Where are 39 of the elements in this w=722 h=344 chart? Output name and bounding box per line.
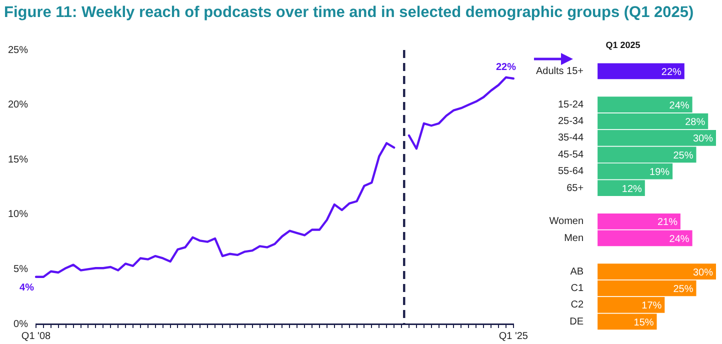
y-tick-label: 15%	[8, 154, 28, 166]
y-tick-label: DE	[570, 316, 584, 328]
y-tick-label: 0%	[14, 318, 28, 330]
data-label: 30%	[692, 134, 714, 145]
data-label: 4%	[20, 282, 34, 294]
y-tick-label: 5%	[14, 264, 28, 275]
y-tick-label: C2	[570, 300, 584, 311]
y-tick-label: 25-34	[558, 116, 584, 127]
data-label: 28%	[685, 117, 706, 128]
y-tick-label: 45-54	[558, 149, 584, 160]
y-tick-label: Adults 15+	[536, 66, 584, 77]
chart-title: Q1 2025	[606, 40, 640, 50]
data-label: 25%	[673, 150, 694, 162]
y-tick-label: 55-64	[558, 166, 584, 178]
y-tick-label: C1	[570, 283, 584, 294]
data-label: 24%	[669, 100, 690, 112]
data-label: 15%	[634, 317, 654, 328]
y-tick-label: 10%	[8, 209, 28, 220]
y-tick-label: 20%	[8, 100, 28, 111]
x-tick-label: Q1 '08	[21, 330, 52, 342]
data-label: 19%	[650, 167, 670, 178]
y-tick-label: 65+	[566, 182, 584, 194]
data-label: 25%	[673, 284, 694, 295]
data-label: 24%	[669, 234, 690, 245]
y-tick-label: Men	[564, 232, 584, 244]
chart-title: Figure 11: Weekly reach of podcasts over time and in selected demographic groups (Q1 2025)	[4, 4, 694, 22]
y-tick-label: 25%	[8, 44, 28, 56]
data-label: 22%	[661, 66, 682, 78]
data-label: 21%	[657, 217, 678, 228]
data-label: 30%	[692, 267, 714, 278]
y-tick-label: AB	[570, 266, 584, 278]
y-tick-label: 15-24	[558, 99, 584, 110]
data-label: 22%	[496, 62, 516, 74]
y-tick-label: 35-44	[558, 132, 584, 144]
data-label: 17%	[642, 300, 662, 312]
data-label: 12%	[622, 184, 642, 195]
y-tick-label: Women	[549, 216, 584, 228]
bar	[598, 63, 684, 80]
x-tick-label: Q1 '25	[498, 330, 528, 342]
